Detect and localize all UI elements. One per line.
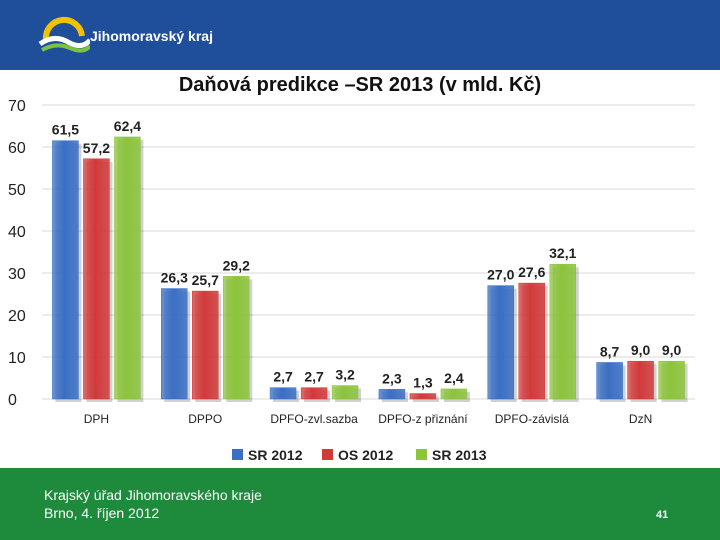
y-tick-label: 50 xyxy=(8,182,26,199)
data-label: 62,4 xyxy=(114,118,141,134)
data-label: 61,5 xyxy=(52,122,79,138)
bar xyxy=(52,140,79,400)
data-label: 1,3 xyxy=(413,375,433,391)
legend-swatch xyxy=(232,449,243,460)
y-tick-label: 60 xyxy=(8,140,26,157)
footer-office: Krajský úřad Jihomoravského kraje xyxy=(44,487,262,503)
data-label: 2,3 xyxy=(382,370,402,386)
bar xyxy=(409,393,437,400)
y-tick-label: 0 xyxy=(8,392,17,409)
data-label: 2,7 xyxy=(273,369,293,385)
bar xyxy=(627,360,654,400)
data-label: 2,4 xyxy=(444,370,464,386)
data-label: 3,2 xyxy=(335,367,355,383)
bar xyxy=(378,389,406,400)
region-logo-icon xyxy=(38,16,90,53)
brand-name: Jihomoravský kraj xyxy=(90,28,213,44)
legend-label: SR 2013 xyxy=(432,447,487,463)
x-category-label: DPFO-zvl.sazba xyxy=(270,412,358,426)
bar xyxy=(114,136,141,400)
data-label: 9,0 xyxy=(662,342,682,358)
bar xyxy=(518,282,545,400)
x-category-label: DzN xyxy=(629,412,652,426)
y-tick-label: 40 xyxy=(8,224,26,241)
bar xyxy=(658,360,685,400)
y-tick-label: 10 xyxy=(8,350,26,367)
legend-swatch xyxy=(322,449,333,460)
footer-date: Brno, 4. říjen 2012 xyxy=(44,505,160,521)
bar xyxy=(83,158,110,400)
bar xyxy=(161,288,188,400)
bar-shadow xyxy=(412,396,439,402)
bar xyxy=(269,387,297,400)
data-label: 2,7 xyxy=(304,369,324,385)
data-label: 57,2 xyxy=(83,140,110,156)
page-number: 41 xyxy=(656,509,669,521)
data-label: 27,0 xyxy=(487,267,514,283)
bar xyxy=(549,263,576,400)
y-tick-label: 20 xyxy=(8,308,26,325)
y-tick-label: 30 xyxy=(8,266,26,283)
data-label: 8,7 xyxy=(600,343,620,359)
x-category-label: DPPO xyxy=(188,412,222,426)
bar xyxy=(487,285,514,400)
data-label: 26,3 xyxy=(161,270,188,286)
data-label: 9,0 xyxy=(631,342,651,358)
bar xyxy=(192,290,219,400)
x-category-label: DPFO-závislá xyxy=(495,412,569,426)
bar-chart: 0 10 20 30 40 50 60 70 61,557,262,4 DPH 26,3 25,729… xyxy=(8,98,695,463)
data-label: 27,6 xyxy=(518,264,545,280)
bar xyxy=(440,388,468,400)
bar xyxy=(331,385,359,400)
footer-bar xyxy=(0,468,720,540)
footer-text: Krajský úřad Jihomoravského kraje Brno, … xyxy=(44,486,262,522)
legend-swatch xyxy=(416,449,427,460)
bar xyxy=(223,276,250,400)
x-category-label: DPFO-z přiznání xyxy=(378,412,468,426)
data-label: 32,1 xyxy=(549,245,576,261)
header-bar: Jihomoravský kraj xyxy=(0,0,720,70)
bar xyxy=(300,387,328,400)
x-category-label: DPH xyxy=(84,412,109,426)
legend-label: SR 2012 xyxy=(248,447,303,463)
bar xyxy=(596,362,623,400)
data-label: 29,2 xyxy=(223,257,250,273)
chart-title: Daňová predikce –SR 2013 (v mld. Kč) xyxy=(178,74,542,96)
data-label: 25,7 xyxy=(192,272,219,288)
legend-label: OS 2012 xyxy=(338,447,393,463)
y-tick-label: 70 xyxy=(8,98,26,115)
